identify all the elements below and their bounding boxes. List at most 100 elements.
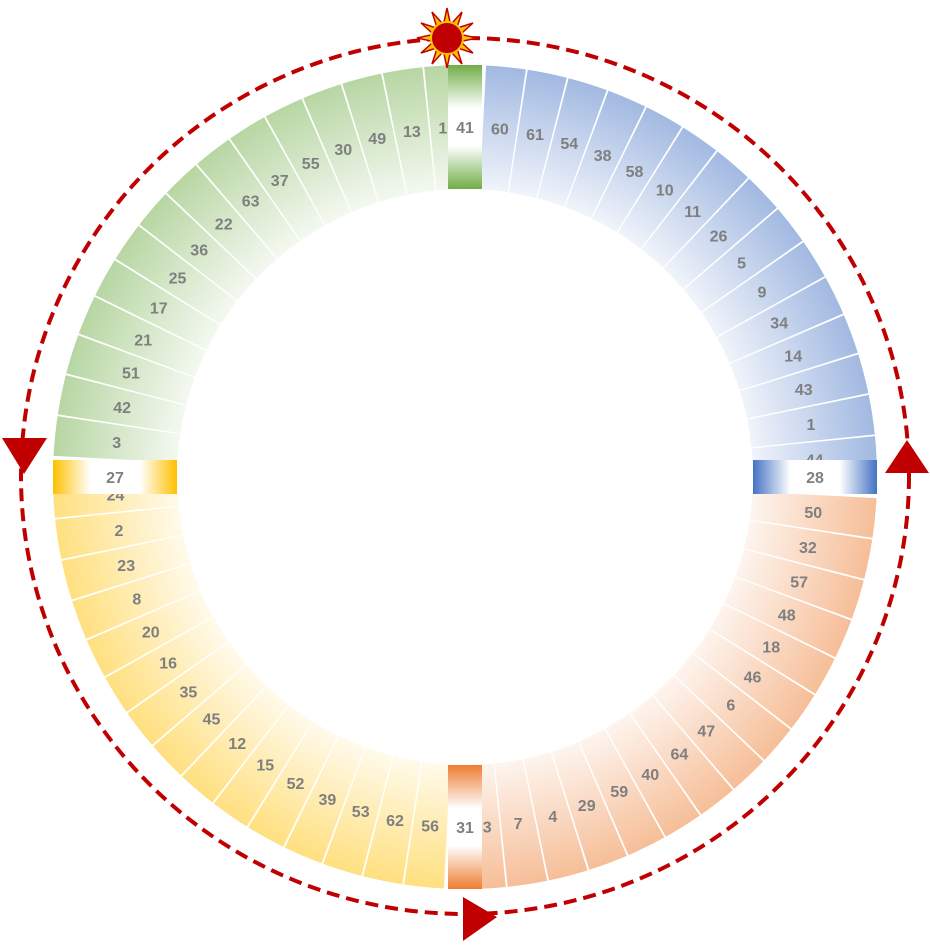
hexagram-number: 22 [215,217,233,234]
ring-segment [284,735,365,864]
ring-segment [508,69,567,198]
ring-segment [739,354,869,419]
sun-icon [416,7,478,69]
ring-segment [265,98,351,225]
ring-segment [342,73,407,203]
ring-segment [747,394,875,448]
hexagram-number: 6 [726,698,735,715]
ring-segment [55,506,183,560]
ring-segment [630,695,733,815]
ring-segment [683,209,803,312]
ring-segment [363,756,422,885]
hexagram-number: 26 [710,229,728,246]
hexagram-number: 49 [368,131,386,148]
hexagram-number: 1 [807,417,816,434]
hexagram-number: 36 [190,242,208,259]
cardinal-number: 27 [106,470,124,487]
hexagram-number: 39 [319,792,337,809]
hexagram-number: 16 [159,655,177,672]
hexagram-number: 57 [790,574,808,591]
hexagram-number: 64 [671,747,689,764]
ring-segment [749,491,877,538]
hexagram-number: 17 [150,301,168,318]
quadrant-blue: 606154385810112659341443144 [479,65,877,477]
hexagram-number: 21 [134,332,152,349]
hexagram-number: 62 [386,813,404,830]
hexagram-number: 40 [641,767,659,784]
number-ring: 6061543858101126593414431445032574818466… [53,65,877,889]
hexagram-number: 50 [804,505,822,522]
ring-segment [213,705,313,827]
ring-segment [605,713,700,837]
hexagram-number: 5 [737,256,746,273]
ring-segment [729,315,858,391]
ring-segment [139,194,256,301]
ring-segment [248,721,338,847]
cardinal-number: 41 [456,120,474,137]
hexagram-number: 10 [656,183,674,200]
hexagram-number: 38 [594,148,612,165]
ring-segment [115,225,237,325]
hexagram-number: 15 [256,758,274,775]
hexagram-number: 7 [514,816,523,833]
ring-segment [61,535,191,600]
ring-segment [579,729,665,856]
hexagram-number: 8 [132,592,141,609]
triangle-arrow-icon [463,897,497,941]
ring-segment [382,67,436,195]
ring-segment [182,686,289,803]
hexagram-number: 11 [684,204,701,221]
ring-segment [105,617,229,712]
ring-segment [57,375,186,434]
hexagram-number: 23 [117,558,135,575]
hexagram-number: 55 [302,156,320,173]
ring-segment [717,277,844,363]
hexagram-number: 47 [697,724,715,741]
cardinal-segment [53,460,177,494]
hexagram-number: 12 [228,736,246,753]
cycle-path [2,7,929,941]
hexagram-number: 25 [169,270,187,287]
cardinal-segment [753,460,877,494]
hexagram-number: 42 [113,400,131,417]
hexagram-number: 56 [421,818,439,835]
ring-segment [551,741,627,870]
ring-segment [617,127,717,249]
ring-segment [565,90,646,219]
ring-segment [653,675,764,789]
hexagram-number: 43 [795,382,813,399]
hexagram-number: 4 [548,809,557,826]
cardinal-segment [448,65,482,189]
hexagram-number: 37 [271,173,289,190]
ring-segment [404,761,451,889]
hexagram-number: 58 [626,164,644,181]
hexagram-number: 30 [334,142,352,159]
hexagram-number: 9 [757,285,766,302]
ring-segment [523,751,588,881]
ring-segment [66,335,195,405]
ring-segment [95,260,221,350]
ring-segment [72,563,201,639]
ring-segment [53,416,181,463]
ring-segment [230,117,325,241]
hexagram-number: 54 [560,136,578,153]
cardinal-segment [448,765,482,889]
ring-segment [127,642,247,745]
hexagram-number: 34 [770,316,788,333]
ring-segment [323,747,393,876]
ring-segment [303,84,379,213]
ring-segment [709,604,835,694]
ring-segment [674,653,791,760]
hexagram-number: 51 [122,366,140,383]
ring-segment [744,520,873,579]
hexagram-number: 18 [762,640,780,657]
hexagram-number: 63 [242,193,260,210]
ring-segment [78,296,207,377]
hexagram-number: 61 [526,127,544,144]
hexagram-number: 53 [352,804,370,821]
hexagram-number: 3 [112,435,121,452]
hexagram-number: 14 [784,348,802,365]
